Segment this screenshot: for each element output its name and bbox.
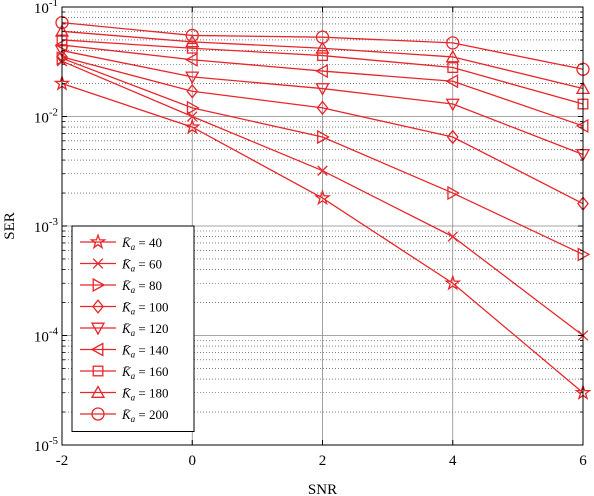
legend-entry-k120: K̄a = 120 [80, 321, 169, 338]
data-point-k200-circle [315, 30, 330, 44]
data-point-k160-square [186, 42, 198, 54]
data-point-k80-triangle-right [577, 247, 591, 262]
legend-entry-k200: K̄a = 200 [80, 407, 169, 424]
series-layer [53, 15, 592, 400]
legend: K̄a = 40 K̄a = 60 K̄a = 80 K̄a = 100 K̄a = 1… [71, 225, 195, 432]
series-line-k160 [61, 39, 584, 105]
legend-label: K̄a = 60 [121, 257, 162, 274]
y-tick-label: 10-5 [34, 435, 59, 455]
x-tick-label: 0 [189, 453, 197, 469]
y-tick-label: 10-4 [34, 326, 59, 346]
legend-marker-triangle-down [90, 322, 106, 336]
data-point-k160-square [447, 62, 459, 73]
data-point-k140-triangle-left [575, 118, 589, 134]
series-line-k100 [61, 56, 584, 205]
legend-marker-diamond [92, 299, 104, 314]
series-k40 [53, 74, 592, 400]
y-tick-label: 10-1 [34, 0, 58, 17]
data-point-k120-triangle-down [445, 98, 460, 112]
data-point-k80-triangle-right [447, 185, 461, 201]
data-point-k180-triangle-up [315, 40, 330, 54]
data-point-k100-diamond [186, 83, 199, 99]
series-line-k40 [61, 82, 584, 394]
legend-label: K̄a = 120 [121, 321, 169, 338]
legend-marker-square [92, 365, 104, 377]
x-axis-label: SNR [308, 482, 337, 496]
data-point-k200-circle [185, 28, 199, 43]
data-point-k80-triangle-right [186, 100, 200, 115]
legend-marker-triangle-right [92, 277, 106, 293]
legend-marker-star [89, 233, 107, 250]
legend-entry-k80: K̄a = 80 [80, 277, 162, 295]
legend-entry-k180: K̄a = 180 [80, 385, 169, 403]
x-tick-label: -2 [56, 453, 69, 469]
data-point-k100-diamond [316, 100, 329, 116]
legend-entry-k100: K̄a = 100 [80, 299, 169, 317]
data-point-k120-triangle-down [315, 83, 330, 96]
legend-marker-triangle-left [90, 342, 104, 357]
data-point-k140-triangle-left [184, 52, 198, 67]
data-point-k180-triangle-up [445, 49, 460, 63]
legend-entry-k160: K̄a = 160 [80, 364, 169, 381]
data-point-k160-square [317, 50, 328, 62]
data-point-k60-x [317, 165, 328, 176]
legend-entry-k140: K̄a = 140 [80, 342, 169, 360]
data-point-k80-triangle-right [317, 129, 330, 145]
series-line-k80 [61, 57, 584, 256]
series-line-k180 [61, 30, 584, 90]
series-line-k140 [61, 44, 584, 127]
legend-marker-triangle-up [90, 385, 106, 398]
legend-box [71, 225, 195, 432]
y-tick-label: 10-2 [34, 107, 58, 127]
data-point-k40-star [444, 274, 462, 291]
data-point-k200-circle [446, 36, 460, 50]
legend-label: K̄a = 160 [121, 364, 169, 381]
series-k80 [56, 51, 591, 262]
data-point-k140-triangle-left [445, 74, 459, 89]
legend-label: K̄a = 200 [121, 407, 169, 424]
legend-label: K̄a = 80 [121, 278, 162, 295]
series-line-k200 [61, 21, 584, 70]
x-tick-label: 6 [579, 453, 587, 469]
data-point-k60-x [447, 231, 459, 242]
series-k100 [56, 49, 589, 211]
data-point-k120-triangle-down [185, 71, 200, 85]
legend-marker-circle [91, 407, 105, 421]
legend-label: K̄a = 180 [121, 386, 169, 403]
data-point-k140-triangle-left [315, 63, 328, 79]
legend-entry-k60: K̄a = 60 [80, 257, 162, 274]
data-point-k40-star [314, 189, 331, 206]
legend-entry-k40: K̄a = 40 [80, 233, 162, 252]
legend-label: K̄a = 140 [121, 343, 169, 360]
data-point-k40-star [183, 118, 201, 135]
series-line-k120 [61, 49, 584, 156]
x-tick-label: 2 [319, 453, 327, 469]
legend-marker-x [92, 258, 104, 269]
legend-label: K̄a = 40 [121, 235, 162, 252]
x-tick-label: 4 [449, 453, 457, 469]
legend-label: K̄a = 100 [121, 300, 169, 317]
y-axis-label: SER [2, 212, 18, 240]
y-tick-label: 10-3 [34, 216, 59, 236]
data-point-k100-diamond [446, 129, 459, 145]
